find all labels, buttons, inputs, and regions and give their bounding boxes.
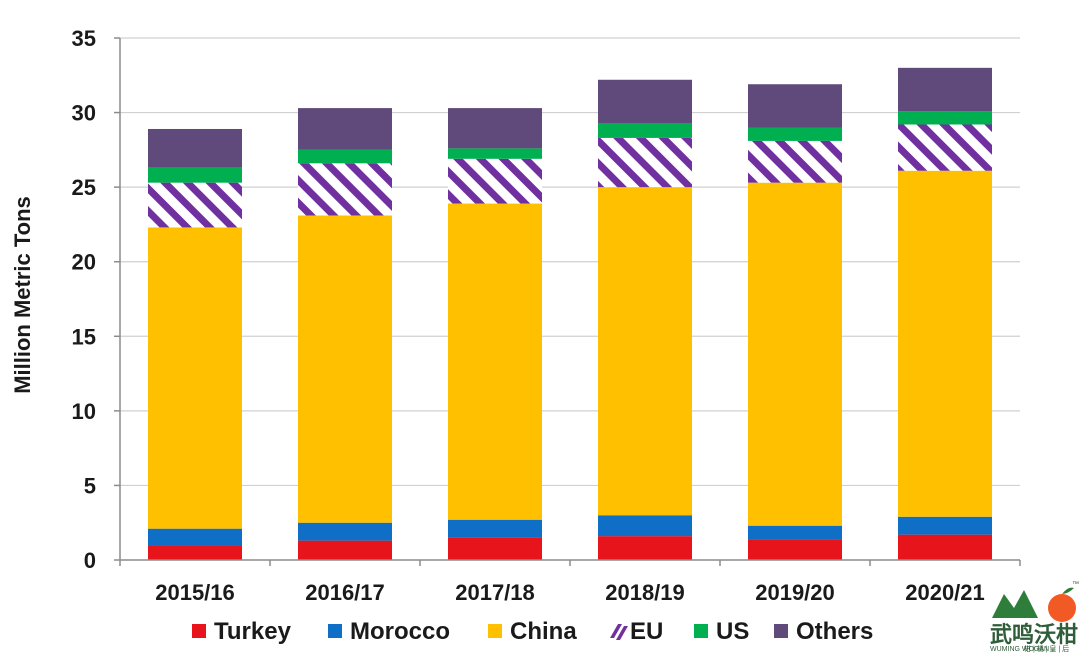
bar-segment-eu — [898, 124, 992, 171]
bar-segment-morocco — [748, 525, 842, 540]
bar-segment-morocco — [448, 519, 542, 538]
bar-stack — [298, 108, 392, 560]
bar-segment-us — [898, 111, 992, 125]
bar-segment-china — [448, 203, 542, 520]
bar-segment-turkey — [748, 539, 842, 560]
y-tick-label: 20 — [72, 250, 96, 275]
bar-stack — [748, 84, 842, 560]
bar-segment-morocco — [598, 515, 692, 537]
legend: Turkey Morocco China EU US Others — [192, 618, 873, 645]
bar-segment-us — [448, 148, 542, 159]
bar-segment-us — [148, 167, 242, 183]
brand-logo: 武鸣沃柑 WUMING WOGAN 柑 | 橘 | 皇 | 后 ™ — [990, 581, 1079, 653]
y-tick-label: 5 — [84, 473, 96, 498]
bar-segment-china — [598, 187, 692, 516]
legend-item-eu: EU — [610, 618, 663, 645]
y-tick-label: 10 — [72, 399, 96, 424]
bar-segment-morocco — [148, 528, 242, 546]
legend-swatch — [694, 624, 708, 638]
x-tick-label: 2019/20 — [755, 580, 835, 605]
mountain-icon — [992, 590, 1038, 618]
y-tick-label: 15 — [72, 324, 96, 349]
legend-swatch — [488, 624, 502, 638]
bar-segment-eu — [598, 137, 692, 188]
bar-segment-others — [448, 108, 542, 149]
logo-trademark: ™ — [1072, 581, 1079, 588]
x-tick-label: 2018/19 — [605, 580, 685, 605]
bar-segment-us — [598, 123, 692, 138]
legend-item-turkey: Turkey — [192, 618, 292, 645]
gridlines — [120, 37, 1020, 487]
bar-segment-others — [748, 84, 842, 128]
logo-subtitle: WUMING WOGAN — [990, 646, 1049, 653]
bar-segment-china — [898, 170, 992, 517]
bar-segment-turkey — [148, 545, 242, 560]
bar-segment-turkey — [448, 537, 542, 560]
bar-segment-us — [298, 149, 392, 164]
bar-segment-morocco — [898, 516, 992, 535]
x-tick-label: 2020/21 — [905, 580, 985, 605]
legend-label: Turkey — [214, 618, 292, 645]
legend-swatch — [610, 624, 622, 638]
x-tick-label: 2015/16 — [155, 580, 235, 605]
bar-segment-china — [748, 182, 842, 526]
legend-label: Others — [796, 618, 873, 645]
bars — [148, 67, 992, 560]
legend-item-us: US — [694, 618, 749, 645]
bar-segment-others — [148, 128, 242, 168]
legend-swatch — [192, 624, 206, 638]
legend-item-others: Others — [774, 618, 873, 645]
y-axis-ticks: 0 5 10 15 20 25 30 35 — [72, 26, 96, 573]
bar-segment-eu — [298, 163, 392, 216]
legend-label: EU — [630, 618, 663, 645]
bar-segment-eu — [748, 140, 842, 183]
bar-segment-morocco — [298, 522, 392, 541]
orange-fruit-icon — [1048, 594, 1076, 622]
bar-stack — [598, 79, 692, 560]
bar-segment-turkey — [298, 540, 392, 560]
y-tick-label: 30 — [72, 101, 96, 126]
legend-swatch — [328, 624, 342, 638]
legend-swatch — [616, 626, 628, 640]
legend-swatch — [774, 624, 788, 638]
bar-segment-others — [598, 79, 692, 124]
x-axis-ticks: 2015/16 2016/17 2017/18 2018/19 2019/20 2020/… — [155, 580, 985, 605]
bar-segment-turkey — [598, 536, 692, 560]
bar-segment-turkey — [898, 534, 992, 560]
legend-label: US — [716, 618, 749, 645]
bar-segment-others — [298, 108, 392, 150]
bar-stack — [448, 108, 542, 560]
y-axis-label: Million Metric Tons — [10, 196, 35, 394]
bar-segment-us — [748, 127, 842, 141]
legend-label: China — [510, 618, 577, 645]
x-tick-label: 2017/18 — [455, 580, 535, 605]
legend-item-china: China — [488, 618, 577, 645]
bar-segment-eu — [148, 182, 242, 228]
y-tick-label: 35 — [72, 26, 96, 51]
legend-item-morocco: Morocco — [328, 618, 450, 645]
y-tick-label: 0 — [84, 548, 96, 573]
bar-stack — [148, 128, 242, 560]
legend-label: Morocco — [350, 618, 450, 645]
leaf-icon — [1062, 587, 1074, 594]
logo-tagline: 柑 | 橘 | 皇 | 后 — [1024, 644, 1069, 653]
bar-segment-others — [898, 67, 992, 112]
bar-stack — [898, 67, 992, 560]
logo-text: 武鸣沃柑 — [990, 622, 1078, 648]
bar-segment-china — [148, 227, 242, 529]
axes — [114, 37, 1021, 566]
x-tick-label: 2016/17 — [305, 580, 385, 605]
y-tick-label: 25 — [72, 175, 96, 200]
bar-segment-eu — [448, 158, 542, 204]
bar-segment-china — [298, 215, 392, 523]
